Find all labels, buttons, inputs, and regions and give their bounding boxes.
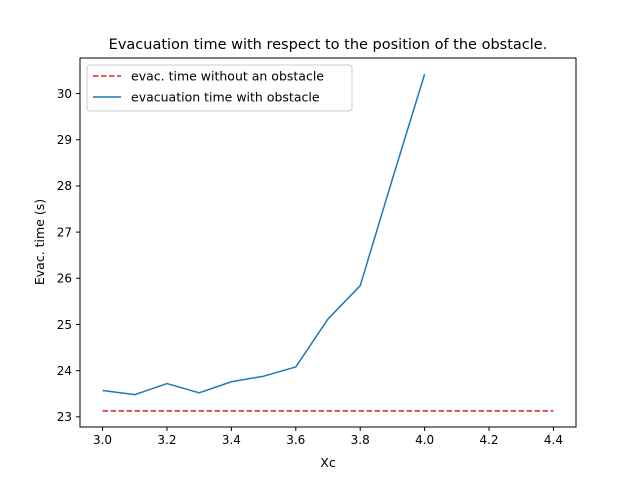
y-tick-label: 26 (57, 272, 72, 286)
y-tick-label: 27 (57, 225, 72, 239)
y-axis-ticks: 23 24 25 26 27 28 29 30 (57, 87, 80, 424)
legend-label-with-obstacle: evacuation time with obstacle (131, 90, 320, 105)
x-tick-label: 3.2 (157, 433, 176, 447)
y-tick-label: 24 (57, 364, 72, 378)
y-tick-label: 30 (57, 87, 72, 101)
x-axis-ticks: 3.0 3.2 3.4 3.6 3.8 4.0 4.2 4.4 (93, 427, 563, 447)
x-tick-label: 3.4 (222, 433, 241, 447)
x-tick-label: 3.8 (351, 433, 370, 447)
chart-title: Evacuation time with respect to the posi… (109, 37, 548, 53)
y-tick-label: 28 (57, 179, 72, 193)
legend-box (86, 64, 353, 112)
legend-label-no-obstacle: evac. time without an obstacle (131, 69, 324, 84)
x-tick-label: 4.0 (415, 433, 434, 447)
y-tick-label: 25 (57, 318, 72, 332)
y-axis-label: Evac. time (s) (32, 199, 47, 285)
y-tick-label: 29 (57, 133, 72, 147)
legend: evac. time without an obstacle evacuatio… (86, 64, 353, 112)
y-tick-label: 23 (57, 410, 72, 424)
x-axis-label: Xc (320, 455, 336, 470)
x-tick-label: 3.0 (93, 433, 112, 447)
x-tick-label: 4.4 (544, 433, 563, 447)
plot-area-frame (79, 57, 577, 428)
series-layer (102, 73, 554, 412)
x-tick-label: 3.6 (286, 433, 305, 447)
series-line-1 (102, 73, 426, 396)
x-tick-label: 4.2 (479, 433, 498, 447)
